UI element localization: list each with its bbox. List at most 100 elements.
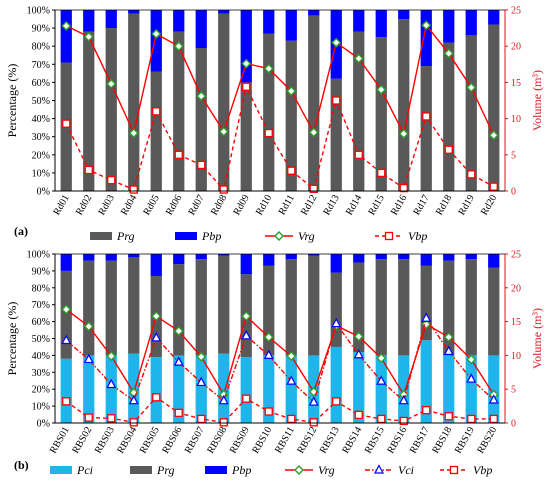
bar-prg (83, 31, 95, 191)
bar-prg (375, 37, 387, 192)
bar-prg (420, 265, 432, 341)
legend-marker-vrg (274, 231, 284, 241)
point-vbp (467, 170, 476, 179)
y-tick-label: 100% (27, 6, 50, 17)
x-tick-label: RBS02 (70, 425, 94, 456)
point-vbp (287, 414, 296, 424)
x-tick-label: RBS11 (273, 425, 297, 455)
x-tick-label: Rd11 (277, 193, 297, 217)
point-vbp (107, 175, 116, 185)
series-line-vrg (65, 23, 495, 136)
bar-pbp (128, 10, 140, 14)
bar-prg (353, 31, 365, 191)
point-vrg (241, 311, 252, 322)
point-vci (83, 353, 94, 364)
point-vrg (151, 311, 162, 322)
bar-prg (375, 259, 387, 356)
point-vrg (398, 128, 409, 139)
point-vci (331, 317, 342, 328)
bar-pci (105, 355, 117, 423)
x-tick-label: RBS16 (385, 425, 409, 456)
bar-pbp (173, 254, 185, 265)
point-vci (263, 349, 274, 359)
y-tick-label: 90% (32, 24, 50, 35)
y-tick-label: 70% (32, 60, 50, 71)
point-vrg (196, 91, 207, 102)
bar-prg (128, 13, 140, 192)
legend-label: Vci (398, 463, 414, 477)
point-vci (173, 356, 184, 366)
y-tick-label: 70% (32, 300, 50, 311)
x-tick-label: Rd08 (209, 193, 229, 217)
bar-pci (240, 357, 252, 423)
y-tick-label: 60% (32, 78, 50, 89)
y-tick-label: 30% (32, 368, 50, 379)
point-vbp (174, 150, 183, 159)
x-tick-label: RBS10 (250, 425, 274, 456)
point-vrg (128, 128, 139, 139)
bar-prg (488, 24, 500, 192)
point-vrg (443, 48, 454, 59)
y2-tick-label: 15 (511, 78, 521, 89)
x-tick-label: RBS12 (295, 425, 319, 456)
bar-pbp (420, 254, 432, 266)
point-vrg (353, 53, 364, 64)
bar-pbp (330, 254, 342, 273)
point-vbp (197, 414, 206, 424)
bar-pbp (195, 10, 207, 49)
x-tick-label: Rd06 (164, 193, 184, 217)
bar-prg (465, 259, 477, 356)
x-tick-label: Rd04 (119, 193, 139, 217)
point-vrg (263, 63, 274, 74)
bar-pci (83, 355, 95, 423)
bar-pci (330, 346, 342, 423)
legend-label: Vrg (298, 229, 315, 243)
bar-prg (398, 19, 410, 191)
bar-prg (173, 264, 185, 356)
y-tick-label: 40% (32, 114, 50, 125)
bar-prg (488, 267, 500, 356)
point-vrg (488, 130, 499, 141)
bar-pci (173, 355, 185, 423)
bar-pbp (263, 10, 275, 34)
bar-prg (218, 13, 230, 192)
bar-pbp (285, 10, 297, 41)
point-vbp (354, 410, 363, 420)
point-vrg (286, 351, 297, 362)
y2-tick-label: 5 (511, 385, 516, 396)
legend-label: Vbp (473, 463, 492, 477)
x-tick-label: Rd01 (51, 193, 71, 217)
point-vrg (61, 304, 72, 315)
y-tick-label: 40% (32, 351, 50, 362)
legend-swatch-pbp (205, 466, 227, 474)
x-tick-label: RBS06 (160, 425, 184, 456)
point-vrg (376, 353, 387, 364)
point-vbp (62, 397, 71, 406)
point-vbp (242, 394, 251, 403)
point-vbp (287, 166, 296, 175)
y-tick-label: 0% (37, 419, 50, 430)
point-vci (128, 394, 139, 405)
legend-label: Prg (156, 463, 175, 477)
point-vrg (106, 351, 117, 362)
point-vbp (377, 168, 386, 178)
y-tick-label: 90% (32, 266, 50, 277)
point-vrg (218, 126, 229, 137)
bar-pbp (443, 254, 455, 261)
bar-prg (83, 260, 95, 356)
bar-pbp (398, 10, 410, 20)
bar-prg (353, 262, 365, 353)
point-vbp (467, 414, 476, 424)
bar-pbp (308, 10, 320, 16)
point-vbp (84, 165, 93, 175)
y2-tick-label: 15 (511, 317, 521, 328)
x-tick-label: RBS01 (48, 425, 72, 456)
point-vrg (173, 326, 184, 337)
bar-pci (375, 355, 387, 423)
bar-pci (195, 355, 207, 423)
bar-pbp (263, 254, 275, 266)
bar-prg (263, 33, 275, 191)
legend-marker-vrg (294, 465, 304, 475)
bar-prg (195, 259, 207, 356)
bar-pbp (465, 254, 477, 260)
